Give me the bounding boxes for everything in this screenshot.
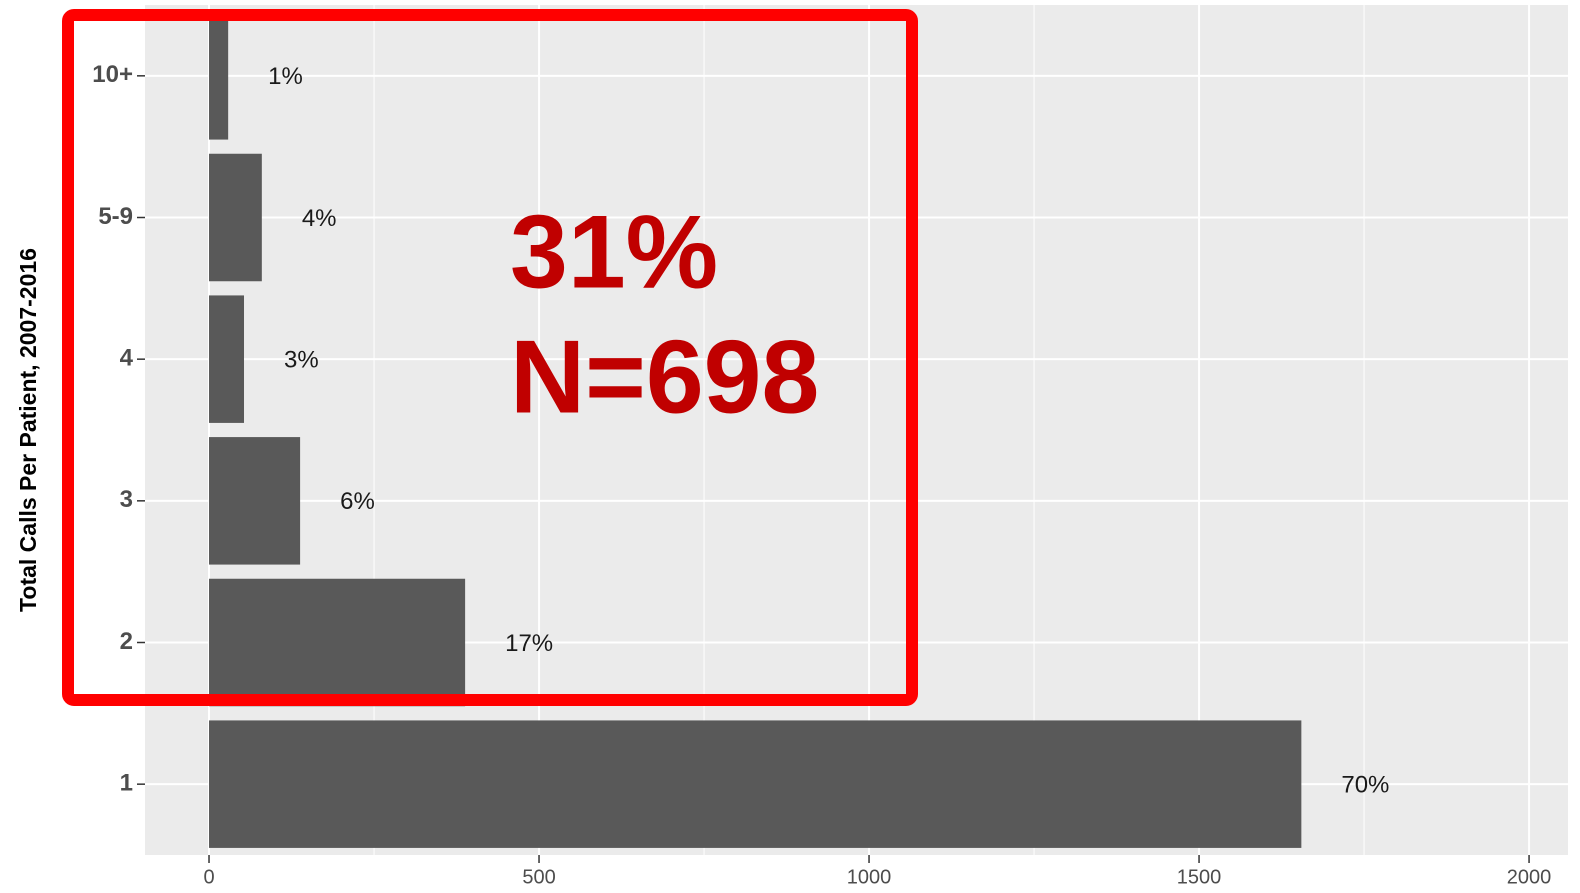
bar <box>209 12 229 140</box>
x-tick-label: 500 <box>522 866 555 888</box>
y-tick-label: 4 <box>120 345 134 372</box>
bar <box>209 153 262 282</box>
annotation-text: 31% <box>510 194 718 310</box>
plot-panel <box>145 5 1568 855</box>
bar <box>209 720 1302 848</box>
y-tick-label: 10+ <box>92 61 133 88</box>
bar <box>209 578 466 707</box>
y-tick-label: 3 <box>120 486 133 513</box>
y-tick-label: 1 <box>120 770 133 797</box>
annotation-text: N=698 <box>510 319 819 435</box>
value-label: 4% <box>302 205 337 232</box>
y-tick-label: 2 <box>120 628 133 655</box>
value-label: 6% <box>340 488 375 515</box>
y-axis-title: Total Calls Per Patient, 2007-2016 <box>15 248 41 612</box>
x-tick-label: 2000 <box>1507 866 1552 888</box>
x-tick-label: 1000 <box>847 866 892 888</box>
bar <box>209 295 245 423</box>
value-label: 17% <box>505 630 553 657</box>
y-tick-label: 5-9 <box>98 203 133 230</box>
annotation-box <box>62 9 918 706</box>
x-tick-label: 0 <box>203 866 214 888</box>
value-label: 70% <box>1341 772 1389 799</box>
bar <box>209 437 301 565</box>
x-tick-label: 1500 <box>1177 866 1222 888</box>
value-label: 1% <box>268 63 303 90</box>
value-label: 3% <box>284 347 319 374</box>
